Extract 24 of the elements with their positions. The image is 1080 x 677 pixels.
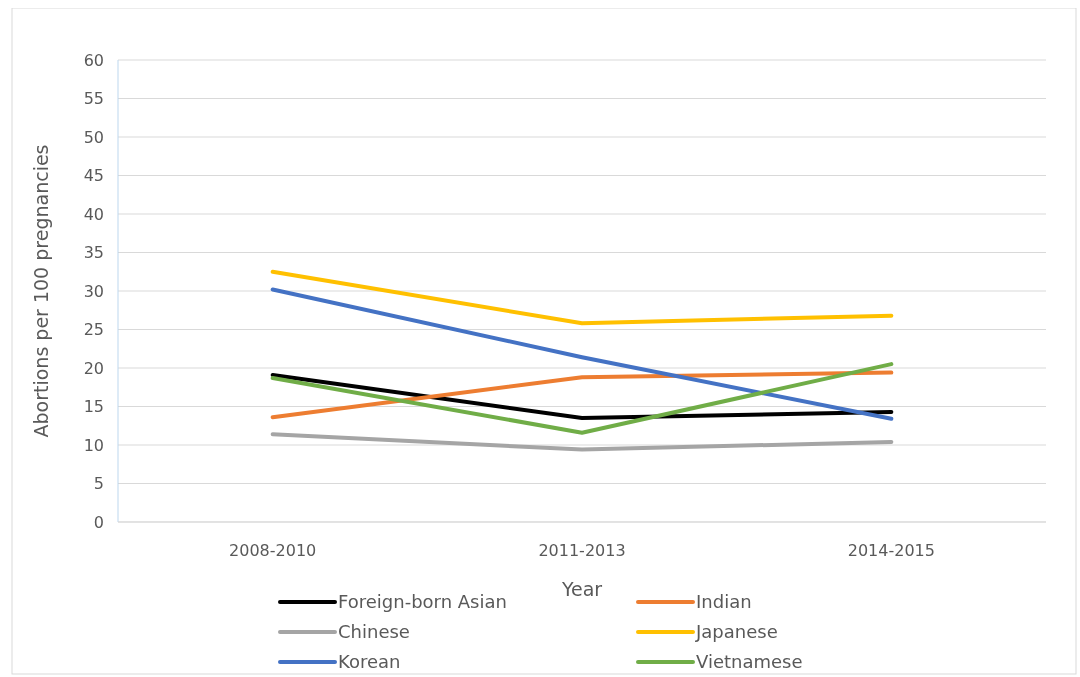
legend-label: Vietnamese [696, 651, 803, 673]
y-tick-label: 10 [83, 435, 104, 455]
y-tick-label: 0 [93, 512, 104, 532]
legend-label: Japanese [695, 621, 778, 643]
legend-label: Chinese [338, 621, 410, 643]
y-tick-label: 35 [83, 243, 104, 263]
y-tick-label: 40 [83, 204, 104, 224]
x-axis-title: Year [560, 578, 603, 600]
y-tick-label: 25 [83, 320, 104, 340]
y-tick-label: 20 [83, 358, 104, 378]
legend-label: Foreign-born Asian [338, 591, 507, 613]
y-tick-label: 30 [83, 281, 104, 301]
y-tick-label: 55 [83, 89, 104, 109]
legend-label: Indian [696, 591, 752, 613]
x-tick-label: 2008-2010 [229, 541, 317, 560]
y-tick-label: 45 [83, 166, 104, 186]
x-tick-label: 2014-2015 [847, 541, 935, 560]
y-tick-label: 50 [83, 127, 104, 147]
legend-label: Korean [338, 651, 401, 673]
y-tick-label: 5 [93, 474, 104, 494]
x-tick-label: 2011-2013 [538, 541, 626, 560]
y-axis-title: Abortions per 100 pregnancies [30, 144, 52, 438]
y-tick-label: 60 [83, 50, 104, 70]
y-tick-label: 15 [83, 397, 104, 417]
